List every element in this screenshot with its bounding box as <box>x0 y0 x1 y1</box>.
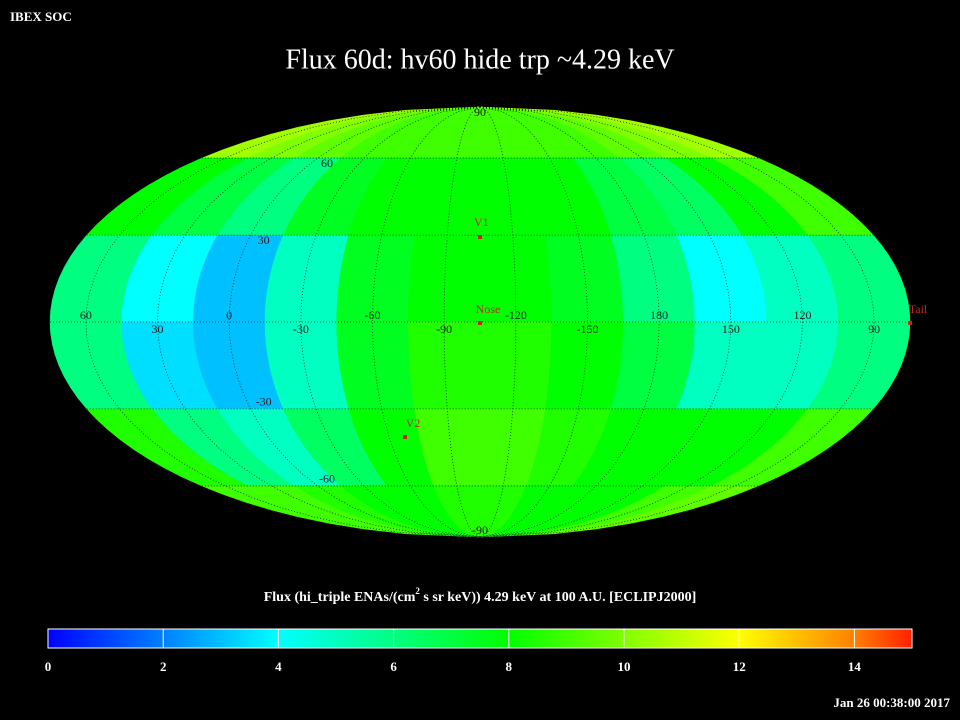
lon-tick-label: -60 <box>365 308 381 322</box>
marker-dot <box>478 235 482 239</box>
colorbar-label-part: s sr keV)) 4.29 keV at 100 A.U. [ECLIPJ2… <box>420 590 696 605</box>
colorbar-tick-label: 14 <box>848 659 862 674</box>
colorbar-label-sup: 2 <box>415 586 420 596</box>
lat-tick-label: -30 <box>256 395 272 409</box>
lat-tick-label: 90 <box>474 105 486 119</box>
lon-tick-label: 150 <box>722 322 740 336</box>
colorbar-tick-label: 4 <box>275 659 282 674</box>
lon-tick-label: 0 <box>226 308 232 322</box>
lat-tick-label: -60 <box>319 472 335 486</box>
lon-tick-label: -150 <box>577 322 599 336</box>
meridian <box>479 106 660 538</box>
colorbar-tick-label: 0 <box>45 659 52 674</box>
colorbar-tick-label: 6 <box>390 659 397 674</box>
lat-tick-label: -90 <box>472 523 488 537</box>
lon-tick-label: 120 <box>794 308 812 322</box>
lat-tick-label: 30 <box>258 233 270 247</box>
timestamp: Jan 26 00:38:00 2017 <box>833 695 950 710</box>
meridian <box>479 106 803 538</box>
colorbar-tick-label: 2 <box>160 659 167 674</box>
graticule: 60 30 0 -30 -60 -90 -120 -150 180 150 120 90 90 60 30 -… <box>50 105 910 538</box>
meridian <box>157 106 481 538</box>
flux-cell <box>479 485 759 538</box>
lat-tick-label: 60 <box>321 156 333 170</box>
lon-tick-label: -30 <box>293 322 309 336</box>
lon-tick-label: -90 <box>436 322 452 336</box>
marker-label: Nose <box>476 302 501 316</box>
lon-tick-label: -120 <box>505 308 527 322</box>
colorbar-label: Flux (hi_triple ENAs/(cm2 s sr keV)) 4.2… <box>264 586 697 605</box>
markers: V1 Nose V2 Tail <box>403 215 928 439</box>
meridian <box>372 106 481 538</box>
colorbar-tick-label: 12 <box>733 659 746 674</box>
lon-tick-label: 180 <box>650 308 668 322</box>
meridian <box>479 106 732 538</box>
colorbar-tick-label: 8 <box>506 659 513 674</box>
header: IBEX SOC <box>10 9 72 24</box>
meridian <box>479 106 588 538</box>
colorbar-scale <box>47 628 913 649</box>
marker-label: V1 <box>474 215 489 229</box>
flux-cell <box>336 321 415 410</box>
flux-cell <box>408 234 481 323</box>
marker-dot <box>403 435 407 439</box>
colorbar-tick-label: 10 <box>618 659 631 674</box>
lon-tick-label: 60 <box>80 308 92 322</box>
colorbar-label-part: Flux (hi_triple ENAs/(cm <box>264 590 416 605</box>
colorbar: 0 2 4 6 8 10 12 14 <box>45 628 913 674</box>
flux-cell <box>479 321 552 410</box>
lon-tick-label: 90 <box>868 322 880 336</box>
meridian <box>228 106 481 538</box>
map-cells <box>49 106 911 538</box>
marker-dot <box>478 321 482 325</box>
marker-dot <box>908 321 912 325</box>
marker-label: Tail <box>909 302 928 316</box>
lon-tick-label: 30 <box>152 322 164 336</box>
chart-title: Flux 60d: hv60 hide trp ~4.29 keV <box>285 44 674 75</box>
flux-cell <box>545 234 624 323</box>
marker-label: V2 <box>406 416 421 430</box>
